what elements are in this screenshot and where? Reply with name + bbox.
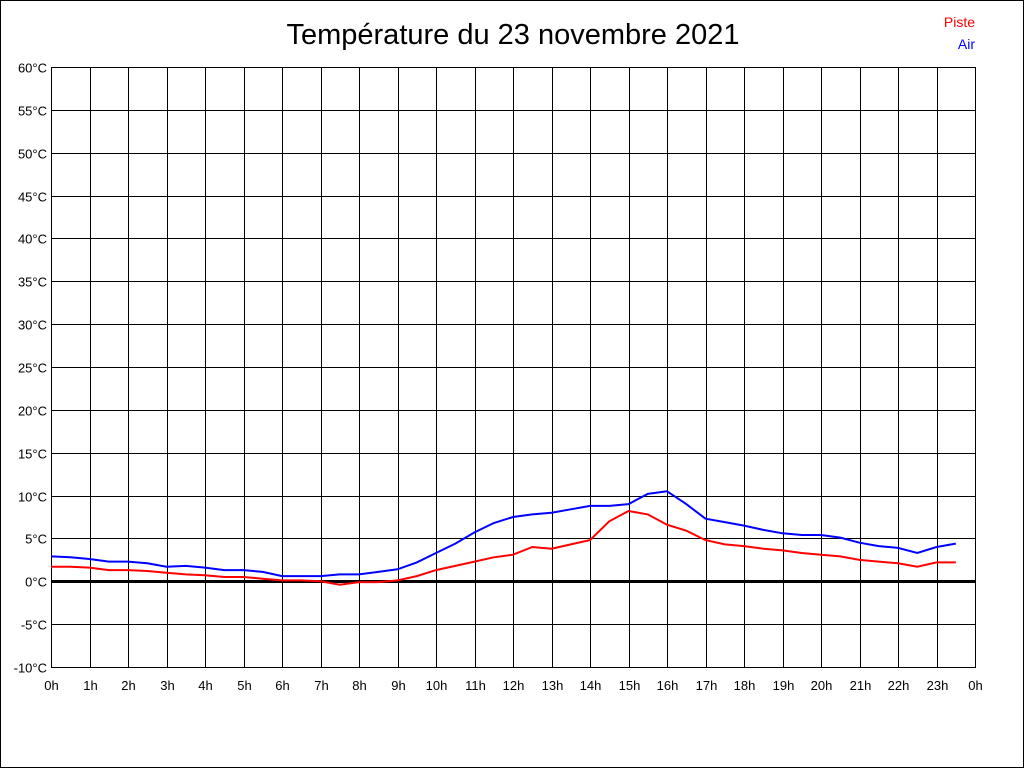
- x-tick-label: 11h: [465, 678, 486, 693]
- x-tick-label: 1h: [83, 678, 97, 693]
- y-tick-label: 30°C: [18, 318, 47, 333]
- x-tick-label: 3h: [160, 678, 174, 693]
- x-tick-label: 20h: [811, 678, 833, 693]
- y-tick-label: 45°C: [18, 190, 47, 205]
- y-tick-label: 20°C: [18, 404, 47, 419]
- x-tick-label: 13h: [542, 678, 564, 693]
- y-tick-label: 55°C: [18, 104, 47, 119]
- x-tick-label: 16h: [657, 678, 679, 693]
- x-tick-label: 14h: [580, 678, 602, 693]
- x-tick-label: 4h: [198, 678, 212, 693]
- x-tick-label: 10h: [426, 678, 448, 693]
- x-tick-label: 12h: [503, 678, 525, 693]
- y-tick-label: 25°C: [18, 361, 47, 376]
- legend-air: Air: [957, 36, 975, 52]
- series-line-air: [50, 490, 956, 578]
- y-tick-label: -5°C: [21, 618, 47, 633]
- legend-piste: Piste: [943, 14, 975, 30]
- x-tick-label: 5h: [237, 678, 251, 693]
- x-tick-label: 23h: [927, 678, 949, 693]
- x-tick-label: 9h: [391, 678, 405, 693]
- y-tick-label: 35°C: [18, 275, 47, 290]
- x-tick-label: 0h: [968, 678, 982, 693]
- y-tick-label: -10°C: [14, 661, 47, 676]
- y-tick-label: 60°C: [18, 61, 47, 76]
- series-line-piste: [51, 509, 956, 586]
- y-tick-label: 10°C: [18, 490, 47, 505]
- x-tick-label: 6h: [275, 678, 289, 693]
- y-tick-label: 40°C: [18, 232, 47, 247]
- y-tick-label: 0°C: [25, 575, 47, 590]
- x-tick-label: 21h: [850, 678, 872, 693]
- x-tick-label: 19h: [773, 678, 795, 693]
- y-tick-label: 5°C: [25, 532, 47, 547]
- x-tick-label: 17h: [696, 678, 718, 693]
- y-tick-label: 50°C: [18, 147, 47, 162]
- x-tick-label: 18h: [734, 678, 756, 693]
- y-tick-label: 15°C: [18, 447, 47, 462]
- x-tick-label: 22h: [888, 678, 910, 693]
- x-tick-label: 0h: [44, 678, 58, 693]
- x-tick-label: 8h: [352, 678, 366, 693]
- x-tick-label: 15h: [619, 678, 641, 693]
- x-tick-label: 2h: [121, 678, 135, 693]
- chart-title: Température du 23 novembre 2021: [286, 19, 740, 51]
- x-tick-label: 7h: [314, 678, 328, 693]
